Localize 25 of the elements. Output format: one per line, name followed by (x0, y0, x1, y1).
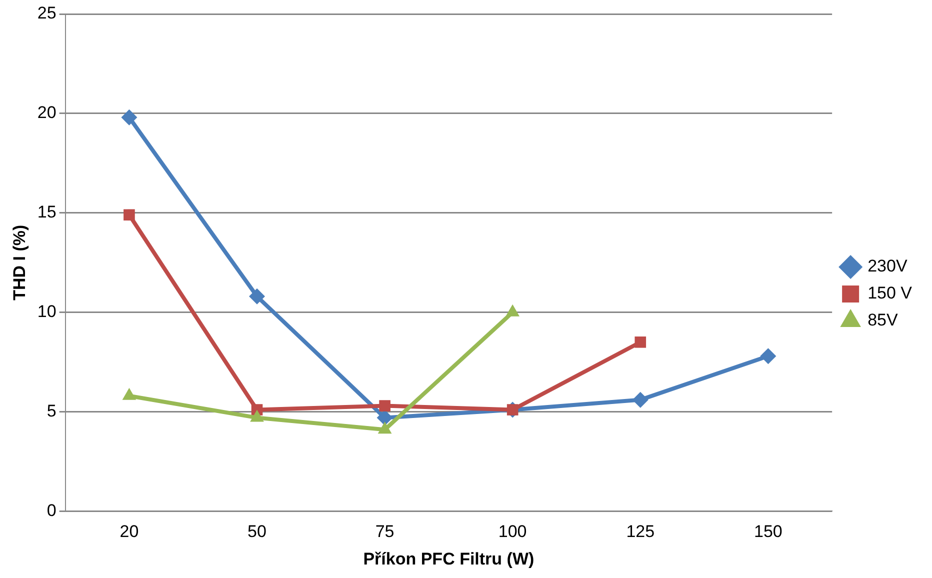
x-tick-label: 20 (120, 522, 139, 542)
x-axis-title: Příkon PFC Filtru (W) (363, 549, 534, 568)
legend-label: 230V (868, 256, 908, 276)
x-tick-label: 100 (498, 522, 527, 542)
point (632, 392, 648, 408)
point (379, 400, 390, 412)
x-tick-label: 75 (375, 522, 394, 542)
y-tick-label: 0 (46, 500, 56, 520)
x-tick-label: 150 (754, 522, 782, 542)
point (249, 288, 265, 304)
y-axis-title: THD I (%) (10, 224, 29, 300)
legend-label: 85V (868, 310, 898, 330)
x-tick-label: 50 (248, 522, 266, 542)
y-tick-label: 5 (46, 401, 56, 420)
point (376, 410, 393, 426)
y-tick-label: 10 (37, 302, 56, 322)
y-tick-label: 25 (37, 4, 56, 23)
y-tick-label: 20 (37, 103, 56, 122)
legend-label: 150 V (868, 284, 913, 303)
point (124, 209, 135, 221)
point (760, 348, 776, 364)
point (634, 336, 646, 348)
y-tick-label: 15 (37, 202, 56, 222)
x-tick-label: 125 (626, 522, 655, 542)
point (121, 109, 138, 126)
